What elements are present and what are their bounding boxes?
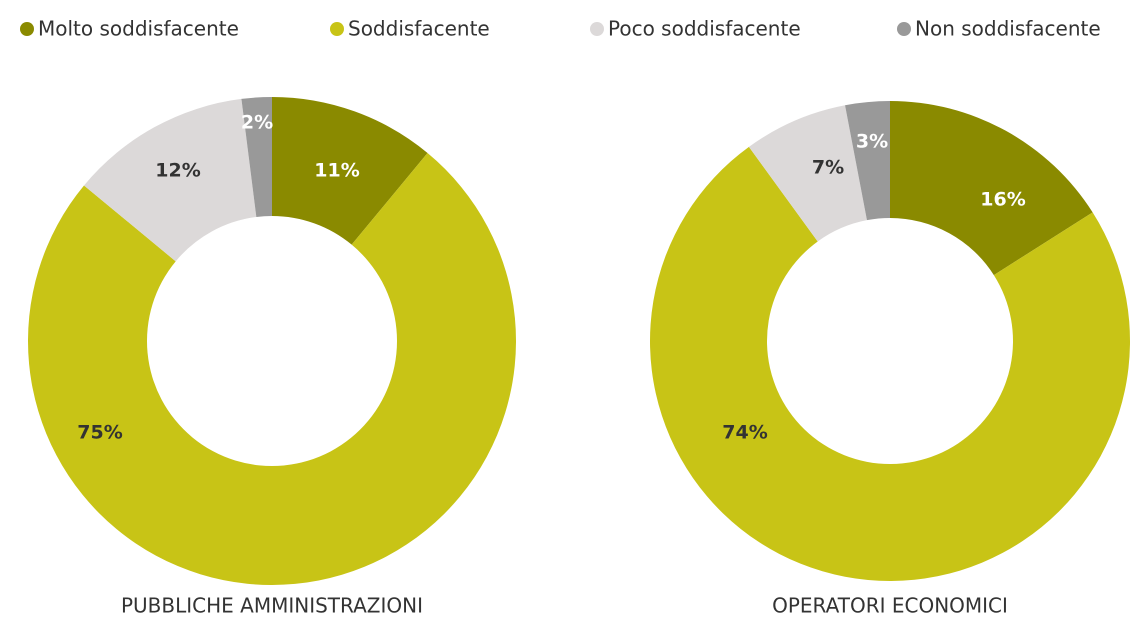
legend-swatch bbox=[897, 22, 911, 36]
data-label: 7% bbox=[812, 157, 844, 179]
legend-label: Molto soddisfacente bbox=[38, 17, 239, 41]
donut-slice bbox=[83, 98, 257, 262]
data-label: 2% bbox=[241, 112, 273, 134]
chart-title: OPERATORI ECONOMICI bbox=[772, 594, 1008, 618]
data-label: 74% bbox=[722, 422, 767, 444]
legend-swatch bbox=[330, 22, 344, 36]
data-label: 11% bbox=[314, 160, 359, 182]
donut-slice bbox=[890, 101, 1093, 276]
legend-swatch bbox=[20, 22, 34, 36]
legend-label: Poco soddisfacente bbox=[608, 17, 801, 41]
legend-label: Non soddisfacente bbox=[915, 17, 1101, 41]
data-label: 16% bbox=[980, 189, 1025, 211]
donut-slice bbox=[272, 97, 428, 245]
donut-slice bbox=[748, 105, 867, 242]
donut-slice bbox=[241, 97, 272, 217]
data-label: 12% bbox=[155, 160, 200, 182]
donut-slice bbox=[27, 152, 516, 586]
donut-slice bbox=[845, 101, 890, 221]
legend-swatch bbox=[590, 22, 604, 36]
donut-slice bbox=[650, 146, 1130, 581]
data-label: 3% bbox=[856, 131, 888, 153]
legend-label: Soddisfacente bbox=[348, 17, 490, 41]
data-label: 75% bbox=[77, 422, 122, 444]
chart-title: PUBBLICHE AMMINISTRAZIONI bbox=[121, 594, 423, 618]
